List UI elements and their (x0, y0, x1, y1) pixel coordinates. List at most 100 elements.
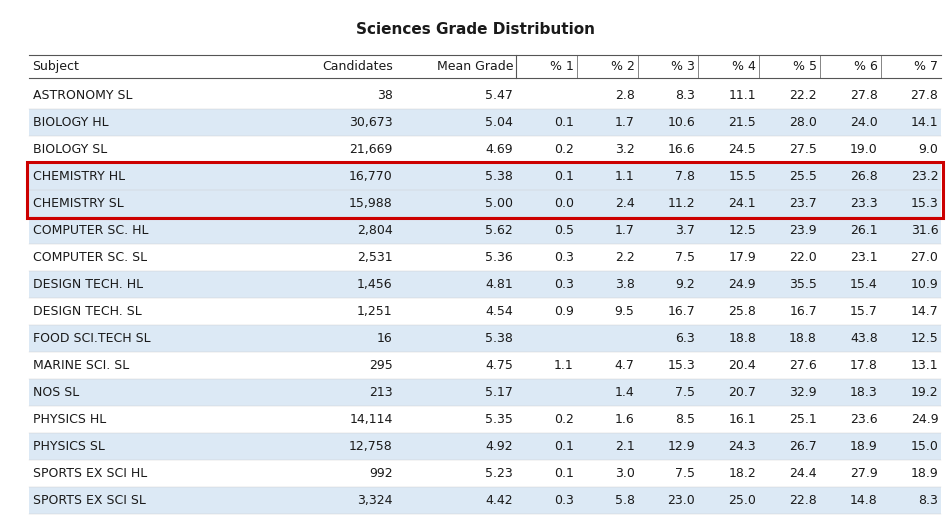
Text: 32.9: 32.9 (789, 386, 817, 399)
Text: 27.8: 27.8 (850, 89, 878, 102)
Text: 27.6: 27.6 (789, 359, 817, 372)
Text: FOOD SCI.TECH SL: FOOD SCI.TECH SL (32, 332, 150, 345)
Text: 23.9: 23.9 (789, 224, 817, 237)
Text: 38: 38 (377, 89, 393, 102)
Text: 16: 16 (377, 332, 393, 345)
Text: 2,804: 2,804 (357, 224, 393, 237)
Text: DESIGN TECH. SL: DESIGN TECH. SL (32, 305, 142, 318)
Text: 4.42: 4.42 (485, 494, 513, 507)
Text: 10.6: 10.6 (668, 116, 695, 129)
Text: 14.7: 14.7 (911, 305, 939, 318)
Text: 14,114: 14,114 (349, 413, 393, 426)
Text: 5.17: 5.17 (485, 386, 513, 399)
Text: 15.0: 15.0 (911, 440, 939, 453)
Bar (29, 217, 941, 244)
Text: 5.8: 5.8 (614, 494, 634, 507)
Text: 5.47: 5.47 (485, 89, 513, 102)
Text: 13.1: 13.1 (911, 359, 939, 372)
Text: 4.7: 4.7 (614, 359, 634, 372)
Bar (27, 162, 943, 218)
Text: 9.2: 9.2 (675, 278, 695, 291)
Text: 1,251: 1,251 (358, 305, 393, 318)
Text: 4.75: 4.75 (485, 359, 513, 372)
Text: 1.4: 1.4 (615, 386, 634, 399)
Text: 26.7: 26.7 (789, 440, 817, 453)
Bar (29, 271, 941, 298)
Text: 18.3: 18.3 (850, 386, 878, 399)
Text: BIOLOGY HL: BIOLOGY HL (32, 116, 108, 129)
Text: 28.0: 28.0 (789, 116, 817, 129)
Text: 24.9: 24.9 (911, 413, 939, 426)
Text: 12.5: 12.5 (728, 224, 756, 237)
Text: 15.4: 15.4 (850, 278, 878, 291)
Text: COMPUTER SC. HL: COMPUTER SC. HL (32, 224, 148, 237)
Text: 0.3: 0.3 (553, 494, 573, 507)
Text: 5.38: 5.38 (485, 170, 513, 183)
Text: 24.4: 24.4 (789, 467, 817, 480)
Text: 24.9: 24.9 (728, 278, 756, 291)
Text: 3,324: 3,324 (358, 494, 393, 507)
Text: % 5: % 5 (793, 60, 817, 73)
Text: 6.3: 6.3 (675, 332, 695, 345)
Text: 27.9: 27.9 (850, 467, 878, 480)
Text: 21.5: 21.5 (728, 116, 756, 129)
Bar (29, 460, 941, 487)
Text: 8.3: 8.3 (675, 89, 695, 102)
Text: 3.2: 3.2 (615, 143, 634, 156)
Text: 18.8: 18.8 (789, 332, 817, 345)
Text: 18.9: 18.9 (911, 467, 939, 480)
Text: 25.0: 25.0 (728, 494, 756, 507)
Text: 27.5: 27.5 (789, 143, 817, 156)
Text: 2.4: 2.4 (615, 197, 634, 210)
Text: 26.8: 26.8 (850, 170, 878, 183)
Text: 4.54: 4.54 (485, 305, 513, 318)
Bar (29, 406, 941, 433)
Text: 0.0: 0.0 (553, 197, 573, 210)
Bar (29, 55, 941, 78)
Text: 25.8: 25.8 (728, 305, 756, 318)
Text: 21,669: 21,669 (349, 143, 393, 156)
Text: 18.2: 18.2 (728, 467, 756, 480)
Text: 7.8: 7.8 (675, 170, 695, 183)
Text: SPORTS EX SCI HL: SPORTS EX SCI HL (32, 467, 146, 480)
Text: 3.0: 3.0 (614, 467, 634, 480)
Text: 16.6: 16.6 (668, 143, 695, 156)
Text: DESIGN TECH. HL: DESIGN TECH. HL (32, 278, 143, 291)
Text: COMPUTER SC. SL: COMPUTER SC. SL (32, 251, 146, 264)
Text: ASTRONOMY SL: ASTRONOMY SL (32, 89, 132, 102)
Text: 0.1: 0.1 (553, 440, 573, 453)
Text: 15.7: 15.7 (850, 305, 878, 318)
Text: 1,456: 1,456 (358, 278, 393, 291)
Text: 0.9: 0.9 (553, 305, 573, 318)
Text: PHYSICS HL: PHYSICS HL (32, 413, 106, 426)
Text: 1.1: 1.1 (615, 170, 634, 183)
Text: 3.7: 3.7 (675, 224, 695, 237)
Text: 15.3: 15.3 (911, 197, 939, 210)
Text: 0.5: 0.5 (553, 224, 573, 237)
Text: 295: 295 (369, 359, 393, 372)
Text: 0.1: 0.1 (553, 467, 573, 480)
Text: BIOLOGY SL: BIOLOGY SL (32, 143, 107, 156)
Text: 9.0: 9.0 (919, 143, 939, 156)
Text: 25.5: 25.5 (789, 170, 817, 183)
Text: 22.2: 22.2 (789, 89, 817, 102)
Text: 0.3: 0.3 (553, 251, 573, 264)
Text: 18.8: 18.8 (728, 332, 756, 345)
Text: 7.5: 7.5 (675, 467, 695, 480)
Text: 25.1: 25.1 (789, 413, 817, 426)
Text: 5.35: 5.35 (485, 413, 513, 426)
Text: 22.8: 22.8 (789, 494, 817, 507)
Text: 2.1: 2.1 (615, 440, 634, 453)
Text: 27.8: 27.8 (911, 89, 939, 102)
Text: Candidates: Candidates (322, 60, 393, 73)
Text: 5.00: 5.00 (485, 197, 513, 210)
Text: 8.3: 8.3 (919, 494, 939, 507)
Text: 23.6: 23.6 (850, 413, 878, 426)
Text: 2.8: 2.8 (614, 89, 634, 102)
Text: 4.92: 4.92 (485, 440, 513, 453)
Text: 213: 213 (369, 386, 393, 399)
Text: Sciences Grade Distribution: Sciences Grade Distribution (356, 22, 595, 37)
Text: 4.69: 4.69 (485, 143, 513, 156)
Text: CHEMISTRY HL: CHEMISTRY HL (32, 170, 125, 183)
Bar (29, 163, 941, 190)
